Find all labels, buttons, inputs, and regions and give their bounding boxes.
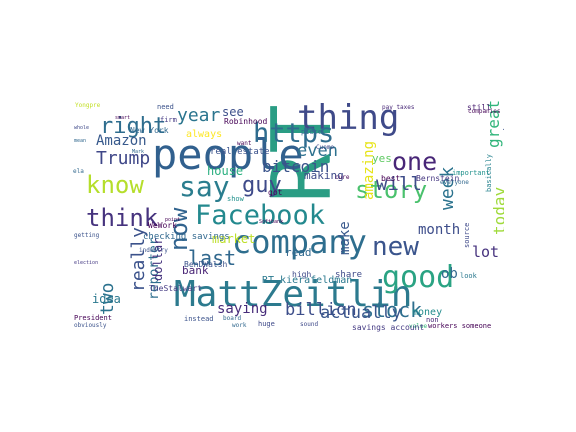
word-cloud-word: Yongpre bbox=[75, 102, 101, 109]
word-cloud-word: Bernstein bbox=[416, 174, 460, 183]
word-cloud-word: Softbank bbox=[259, 219, 284, 225]
word-cloud-word: Trump bbox=[96, 148, 151, 169]
word-cloud-word: look bbox=[460, 272, 477, 280]
word-cloud-word: show bbox=[227, 195, 244, 203]
word-cloud-word: stock bbox=[362, 298, 423, 322]
word-cloud-word: right bbox=[100, 114, 167, 139]
word-cloud-word: idea bbox=[92, 292, 121, 306]
word-cloud-word: source bbox=[463, 222, 471, 248]
word-cloud-word: President bbox=[74, 314, 112, 322]
word-cloud-word: MattZeitlin bbox=[174, 274, 413, 315]
word-cloud-word: yes bbox=[372, 152, 392, 165]
word-cloud-word: non bbox=[426, 316, 439, 324]
word-cloud-word: thing bbox=[297, 98, 400, 138]
word-cloud-word: amazing bbox=[361, 140, 377, 200]
word-cloud-word: BenDWalsh bbox=[184, 260, 228, 269]
word-cloud-word: RT kierafeldman bbox=[262, 275, 353, 286]
word-cloud-word: read bbox=[285, 246, 312, 259]
word-cloud-word: companies CEO bbox=[468, 108, 504, 115]
word-cloud-word: work bbox=[232, 322, 247, 329]
word-cloud-word: still bbox=[467, 103, 492, 112]
word-cloud-word: today bbox=[490, 186, 504, 235]
word-cloud-word: Amazon bbox=[96, 133, 147, 149]
word-cloud-word: even bbox=[297, 141, 338, 161]
word-cloud-word: lot bbox=[472, 243, 500, 261]
word-cloud-word: high bbox=[292, 270, 312, 279]
word-cloud: RT people MattZeitlin thing company Facebook n… bbox=[72, 95, 504, 338]
word-cloud-word: pay taxes bbox=[382, 104, 415, 111]
word-cloud-word: cure bbox=[335, 174, 350, 181]
word-cloud-word: firm bbox=[160, 116, 177, 124]
word-cloud-word: company bbox=[232, 223, 367, 261]
word-cloud-word: think bbox=[86, 204, 159, 232]
word-cloud-word: new bbox=[372, 232, 419, 262]
word-cloud-word: getting bbox=[74, 232, 100, 239]
word-cloud-word: market bbox=[212, 232, 256, 246]
word-cloud-word: say bbox=[179, 170, 230, 203]
word-cloud-word: people bbox=[152, 130, 304, 179]
word-cloud-word: best bbox=[381, 174, 401, 183]
word-cloud-word: want bbox=[237, 140, 252, 147]
word-cloud-word: everyone bbox=[440, 179, 469, 186]
word-cloud-word: Mark bbox=[132, 149, 145, 155]
word-cloud-word: ob bbox=[441, 266, 458, 282]
word-cloud-word: board bbox=[223, 315, 242, 322]
word-cloud-word: smart bbox=[115, 115, 131, 121]
word-cloud-word: make bbox=[337, 221, 353, 255]
word-cloud-word: saying bbox=[217, 301, 268, 317]
word-cloud-word: house bbox=[207, 164, 244, 178]
word-cloud-word: value bbox=[409, 323, 428, 330]
word-cloud-word: https bbox=[253, 118, 335, 149]
word-cloud-word: bitcoin bbox=[262, 157, 330, 176]
word-cloud-word: will bbox=[376, 173, 422, 195]
word-cloud-word: sound bbox=[300, 321, 319, 328]
word-cloud-word: election bbox=[74, 260, 99, 266]
word-cloud-word: dollar bbox=[151, 237, 165, 281]
word-cloud-word: savings account bbox=[352, 323, 425, 332]
word-cloud-word: real estate bbox=[210, 147, 270, 157]
word-cloud-word: checking savings bbox=[143, 232, 230, 242]
word-cloud-word: making bbox=[304, 169, 344, 182]
word-cloud-word: money bbox=[412, 307, 443, 318]
word-cloud-word: piece bbox=[301, 128, 323, 136]
word-cloud-word: workers someone bbox=[428, 322, 492, 330]
word-cloud-word: got bbox=[268, 188, 283, 197]
word-cloud-word: ela bbox=[73, 168, 84, 175]
word-cloud-word: know bbox=[86, 171, 144, 199]
word-cloud-word: Robinhood bbox=[224, 117, 268, 126]
word-cloud-word: rate bbox=[501, 118, 504, 147]
word-cloud-word: actually bbox=[320, 303, 402, 323]
word-cloud-word: point bbox=[165, 217, 181, 223]
word-cloud-word: bank bbox=[182, 264, 209, 277]
word-cloud-word: always bbox=[186, 129, 223, 140]
word-cloud-word: one bbox=[392, 147, 438, 176]
word-cloud-word: obviously bbox=[74, 322, 107, 329]
word-cloud-word: last bbox=[188, 246, 237, 270]
word-cloud-word: share bbox=[335, 270, 363, 280]
word-cloud-word: year bbox=[177, 105, 221, 126]
word-cloud-word: need bbox=[157, 103, 174, 111]
word-cloud-word: important bbox=[452, 169, 490, 177]
word-cloud-word: industry bbox=[139, 247, 168, 254]
word-cloud-word: TheStalwart bbox=[149, 284, 202, 293]
word-cloud-word: see bbox=[222, 105, 244, 119]
word-cloud-word: whole bbox=[74, 125, 90, 131]
word-cloud-word: mean bbox=[74, 138, 87, 144]
word-cloud-word: Facebook bbox=[195, 200, 326, 231]
word-cloud-word: good bbox=[382, 260, 455, 295]
word-cloud-word: WeWork bbox=[148, 221, 177, 230]
word-cloud-word: basically bbox=[485, 154, 493, 192]
word-cloud-word: story bbox=[355, 176, 428, 204]
word-cloud-word: huge bbox=[258, 320, 275, 328]
word-cloud-word: New York bbox=[130, 126, 169, 135]
word-cloud-word: guy bbox=[242, 173, 282, 198]
word-cloud-word: Cuomo bbox=[316, 144, 335, 151]
word-cloud-word: instead bbox=[184, 315, 214, 323]
word-cloud-word: billion bbox=[285, 300, 357, 320]
word-cloud-word: month bbox=[418, 222, 461, 238]
